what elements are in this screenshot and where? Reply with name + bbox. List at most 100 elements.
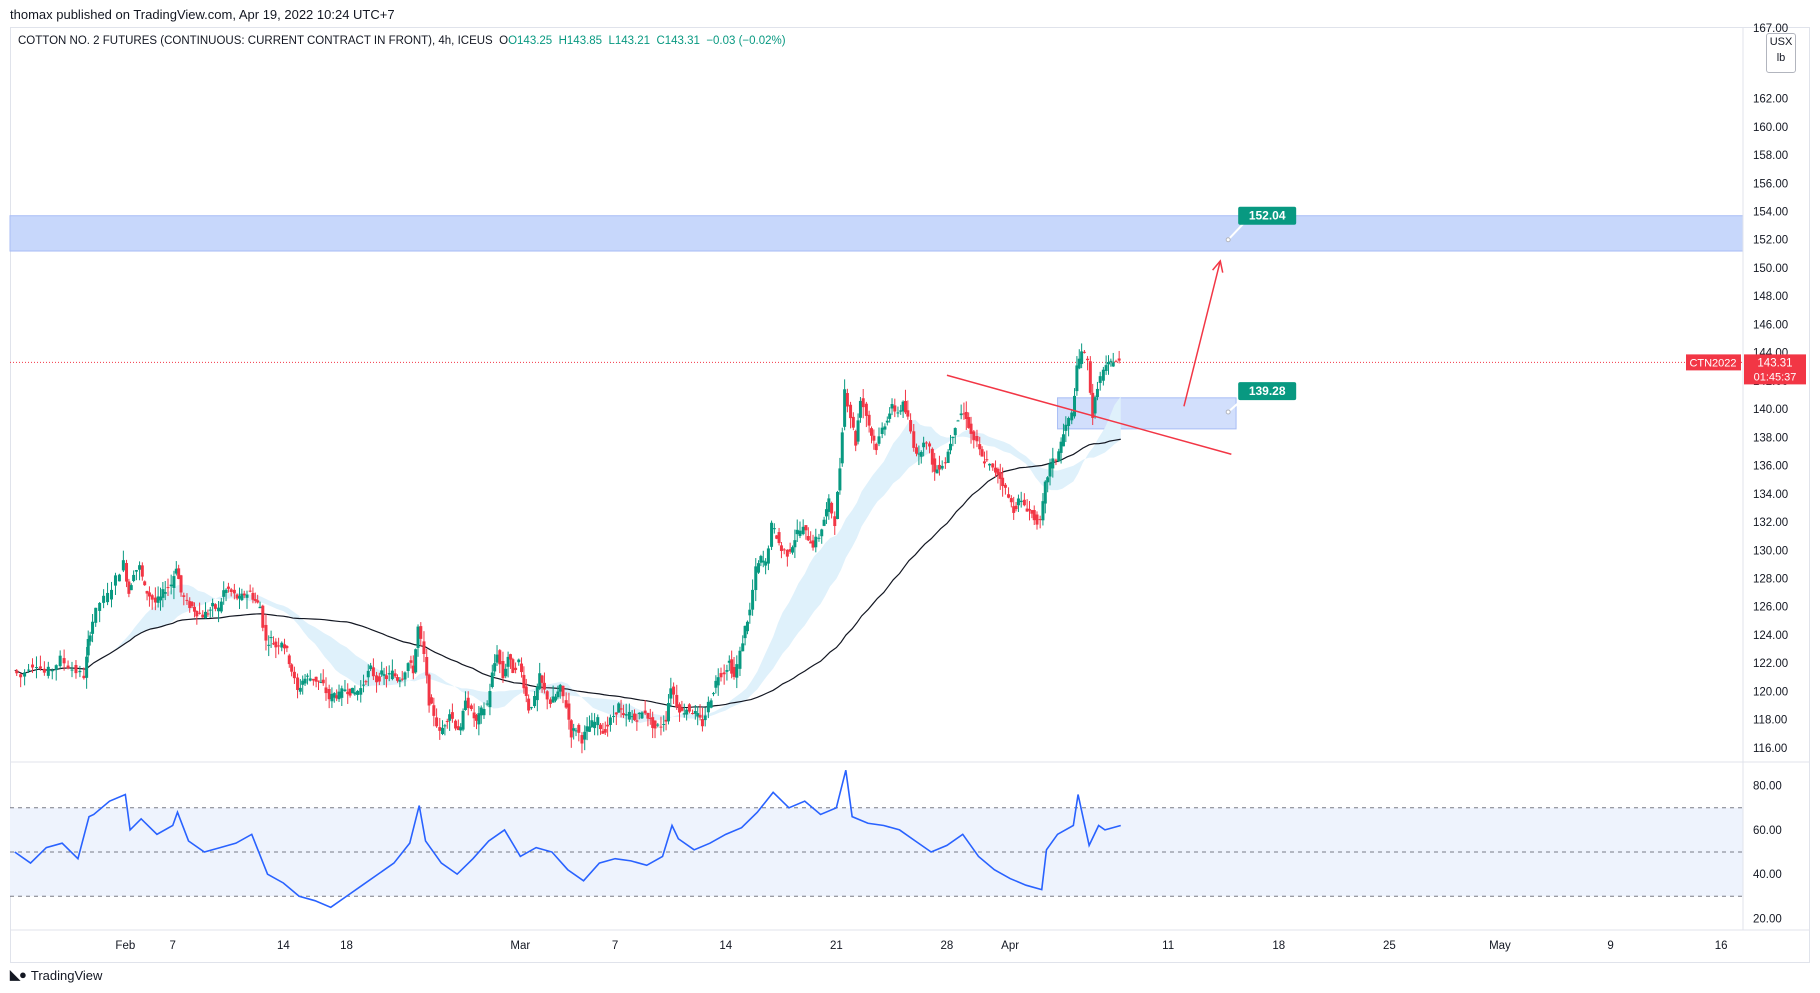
candle-body (896, 412, 900, 414)
ma-line (14, 438, 1121, 709)
price-tick-label: 116.00 (1753, 743, 1787, 755)
candle-body (153, 597, 157, 603)
candle-body (311, 678, 315, 681)
candle-body (463, 700, 467, 711)
candle-body (441, 727, 445, 735)
candle-body (1070, 412, 1074, 421)
candle-body (741, 643, 745, 652)
candle-body (1106, 362, 1110, 365)
tradingview-logo-icon: ◣● (10, 967, 27, 982)
candle-body (235, 594, 239, 599)
candle-body (583, 731, 587, 740)
candle-body (1019, 500, 1023, 503)
candle-body (1025, 508, 1029, 512)
candle-body (869, 428, 873, 436)
candle-body (885, 420, 889, 423)
time-tick-label: 28 (941, 940, 954, 952)
candle-body (580, 735, 584, 744)
candle-body (514, 667, 518, 671)
candle-body (237, 596, 241, 599)
candle-body (1007, 494, 1011, 498)
candle-body (267, 644, 271, 646)
candle-body (274, 641, 278, 648)
candle-body (751, 589, 755, 610)
candle-body (529, 707, 533, 709)
drawings (946, 259, 1232, 456)
candle-body (253, 599, 257, 601)
candle-body (766, 548, 770, 564)
candle-body (301, 680, 305, 685)
candle-body (66, 665, 70, 669)
candle-body (121, 560, 125, 571)
candle-body (204, 611, 208, 619)
candle-body (427, 674, 431, 706)
candle-body (817, 537, 821, 539)
price-tick-label: 128.00 (1753, 574, 1788, 586)
candle-body (490, 672, 494, 688)
candle-body (508, 654, 512, 660)
time-tick-label: 9 (1607, 940, 1613, 952)
candle-body (706, 701, 710, 713)
candle-body (861, 398, 865, 408)
candle-body (962, 413, 966, 415)
candle-body (1064, 424, 1068, 431)
price-tick-label: 152.00 (1753, 235, 1788, 247)
candle-body (635, 720, 639, 722)
candle-body (161, 589, 165, 598)
candle-body (1059, 441, 1063, 453)
candle-body (283, 644, 287, 649)
candle-body (1098, 376, 1102, 383)
candle-body (140, 565, 144, 577)
candle-body (951, 436, 955, 438)
candle-body (967, 417, 971, 428)
candle-body (448, 714, 452, 721)
candle-body (242, 593, 246, 596)
candle-body (1014, 505, 1018, 510)
time-tick-label: 16 (1715, 940, 1728, 952)
candle-body (764, 561, 768, 566)
candle-body (608, 717, 612, 725)
tradingview-brand[interactable]: ◣● TradingView (10, 967, 102, 983)
candle-body (754, 566, 758, 591)
candle-body (632, 713, 636, 720)
candle-body (693, 710, 697, 714)
candle-body (725, 670, 729, 672)
candle-body (435, 717, 439, 727)
candle-body (264, 624, 268, 641)
candle-body (779, 545, 783, 551)
candle-body (640, 712, 644, 719)
price-tick-label: 124.00 (1753, 630, 1788, 642)
candle-body (226, 586, 230, 589)
candle-body (129, 585, 133, 591)
symbol-tag-box (1686, 354, 1741, 371)
candle-body (158, 596, 162, 601)
candle-body (409, 660, 413, 663)
candle-body (517, 659, 521, 663)
candle-body (522, 674, 526, 689)
candle-body (696, 713, 700, 717)
candle-body (877, 436, 881, 444)
candle-body (261, 605, 265, 628)
candle-body (1086, 358, 1090, 361)
open-value: O143.25 (508, 35, 553, 47)
candle-body (527, 698, 531, 711)
candle-body (163, 591, 167, 594)
candle-body (501, 661, 505, 679)
candle-body (556, 691, 560, 698)
candles (15, 343, 1121, 754)
candle-body (953, 428, 957, 436)
candle-body (456, 726, 460, 731)
resistance-trendline (946, 374, 1232, 456)
support-price-label-box (1238, 382, 1297, 401)
symbol-name: COTTON NO. 2 FUTURES (CONTINUOUS: CURREN… (18, 35, 493, 47)
candle-body (630, 716, 634, 718)
candle-body (461, 710, 465, 730)
unit-selector[interactable]: USX lb (1766, 33, 1796, 73)
candle-body (572, 728, 576, 731)
candle-body (795, 529, 799, 535)
candle-body (577, 724, 581, 733)
candle-body (603, 729, 607, 733)
candle-body (327, 689, 331, 700)
candle-body (719, 673, 723, 678)
